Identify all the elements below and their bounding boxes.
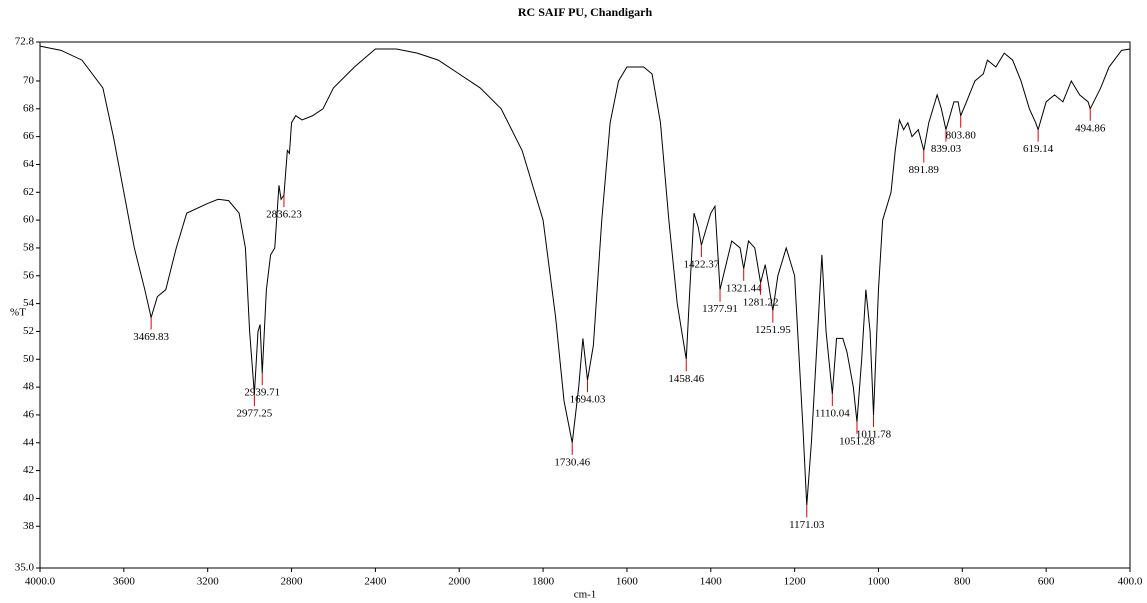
- y-tick-label: 54: [23, 297, 35, 309]
- spectrum-line: [39, 45, 1131, 506]
- x-tick-label: 2800: [281, 576, 304, 588]
- x-tick-label: 1800: [532, 576, 555, 588]
- y-tick-label: 62: [23, 186, 34, 198]
- x-tick-label: 1600: [616, 576, 639, 588]
- peak-label: 839.03: [931, 143, 962, 155]
- peak-label: 2836.23: [266, 209, 302, 221]
- y-tick-label: 46: [23, 408, 35, 420]
- y-tick-label: 50: [23, 353, 35, 365]
- peak-label: 1171.03: [789, 519, 825, 531]
- x-tick-label: 400.0: [1118, 576, 1143, 588]
- x-tick-label: 1000: [867, 576, 890, 588]
- peak-label: 2977.25: [237, 408, 273, 420]
- y-axis-label: %T: [10, 307, 26, 319]
- x-tick-label: 2400: [364, 576, 387, 588]
- y-tick-label: 52: [23, 325, 34, 337]
- y-tick-label: 72.8: [15, 36, 35, 48]
- peak-label: 3469.83: [133, 331, 169, 343]
- x-tick-label: 4000.0: [25, 576, 56, 588]
- peak-label: 1110.04: [815, 408, 850, 420]
- y-tick-label: 70: [23, 74, 35, 86]
- peak-label: 1281.22: [743, 296, 779, 308]
- x-tick-label: 3200: [197, 576, 220, 588]
- y-tick-label: 40: [23, 492, 35, 504]
- peak-label: 2939.71: [244, 387, 280, 399]
- x-tick-label: 800: [954, 576, 971, 588]
- y-tick-label: 44: [23, 436, 35, 448]
- y-tick-label: 48: [23, 381, 35, 393]
- y-tick-label: 56: [23, 269, 35, 281]
- plot-frame: [39, 41, 1131, 569]
- peak-label: 1458.46: [668, 373, 704, 385]
- y-tick-label: 35.0: [15, 562, 35, 574]
- peak-label: 1321.44: [726, 282, 762, 294]
- chart-title: RC SAIF PU, Chandigarh: [518, 5, 653, 19]
- y-tick-label: 60: [23, 214, 35, 226]
- x-tick-label: 1400: [700, 576, 723, 588]
- peak-label: 1694.03: [570, 394, 606, 406]
- x-axis-label: cm-1: [574, 589, 597, 601]
- peak-label: 1251.95: [755, 324, 791, 336]
- peak-label: 1422.37: [684, 259, 720, 271]
- peak-label: 1730.46: [554, 456, 590, 468]
- x-tick-label: 600: [1038, 576, 1055, 588]
- y-tick-label: 38: [23, 520, 35, 532]
- peak-label: 619.14: [1023, 143, 1054, 155]
- y-tick-label: 66: [23, 130, 35, 142]
- peak-label: 1377.91: [702, 303, 738, 315]
- y-tick-label: 58: [23, 241, 35, 253]
- peak-label: 1051.28: [839, 435, 875, 447]
- y-tick-label: 42: [23, 464, 34, 476]
- peak-label: 1011.78: [856, 428, 892, 440]
- x-tick-label: 1200: [784, 576, 807, 588]
- x-tick-label: 2000: [448, 576, 471, 588]
- y-tick-label: 68: [23, 102, 35, 114]
- y-tick-label: 64: [23, 158, 35, 170]
- peak-label: 803.80: [946, 129, 977, 141]
- x-tick-label: 3600: [113, 576, 136, 588]
- peak-label: 891.89: [909, 164, 940, 176]
- peak-label: 494.86: [1075, 122, 1106, 134]
